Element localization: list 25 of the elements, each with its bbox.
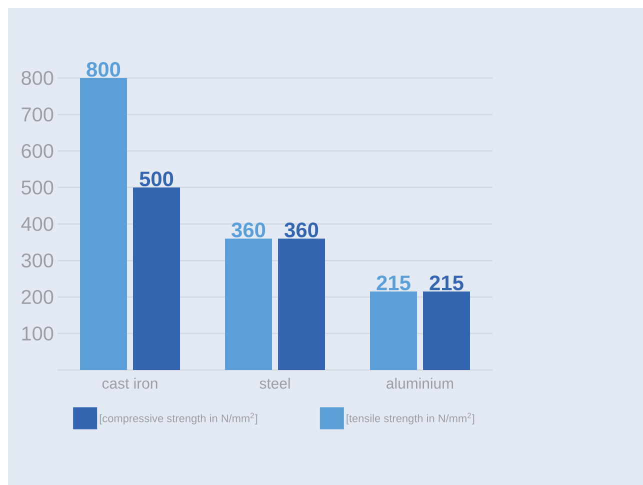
y-tick-label: 700 — [22, 107, 54, 122]
bar — [133, 187, 180, 370]
y-tick-label: 500 — [22, 180, 54, 195]
data-label: 215 — [430, 276, 464, 290]
y-tick-label: 200 — [22, 290, 54, 304]
y-tick-label: 100 — [22, 326, 54, 341]
y-tick-label: 800 — [22, 70, 54, 86]
x-tick-label: aluminium — [386, 378, 454, 389]
legend-label: [compressive strength in N/mm$^{2}$] — [100, 412, 258, 424]
x-tick-label: steel — [260, 378, 290, 389]
bar — [80, 78, 128, 370]
y-tick-label: 600 — [22, 144, 54, 158]
y-tick-label: 300 — [22, 253, 54, 268]
data-label: 800 — [86, 62, 120, 77]
bar — [423, 292, 470, 370]
data-label: 360 — [284, 222, 318, 238]
x-tick-label: cast iron — [102, 378, 158, 389]
data-label: 500 — [140, 171, 174, 186]
data-label: 215 — [376, 276, 410, 290]
y-tick-label: 400 — [21, 216, 54, 232]
bar — [278, 238, 326, 370]
legend-label: [tensile strength in N/mm$^{2}$] — [346, 412, 474, 424]
bar — [225, 238, 272, 370]
bar — [370, 292, 418, 370]
data-label: 360 — [232, 222, 266, 238]
